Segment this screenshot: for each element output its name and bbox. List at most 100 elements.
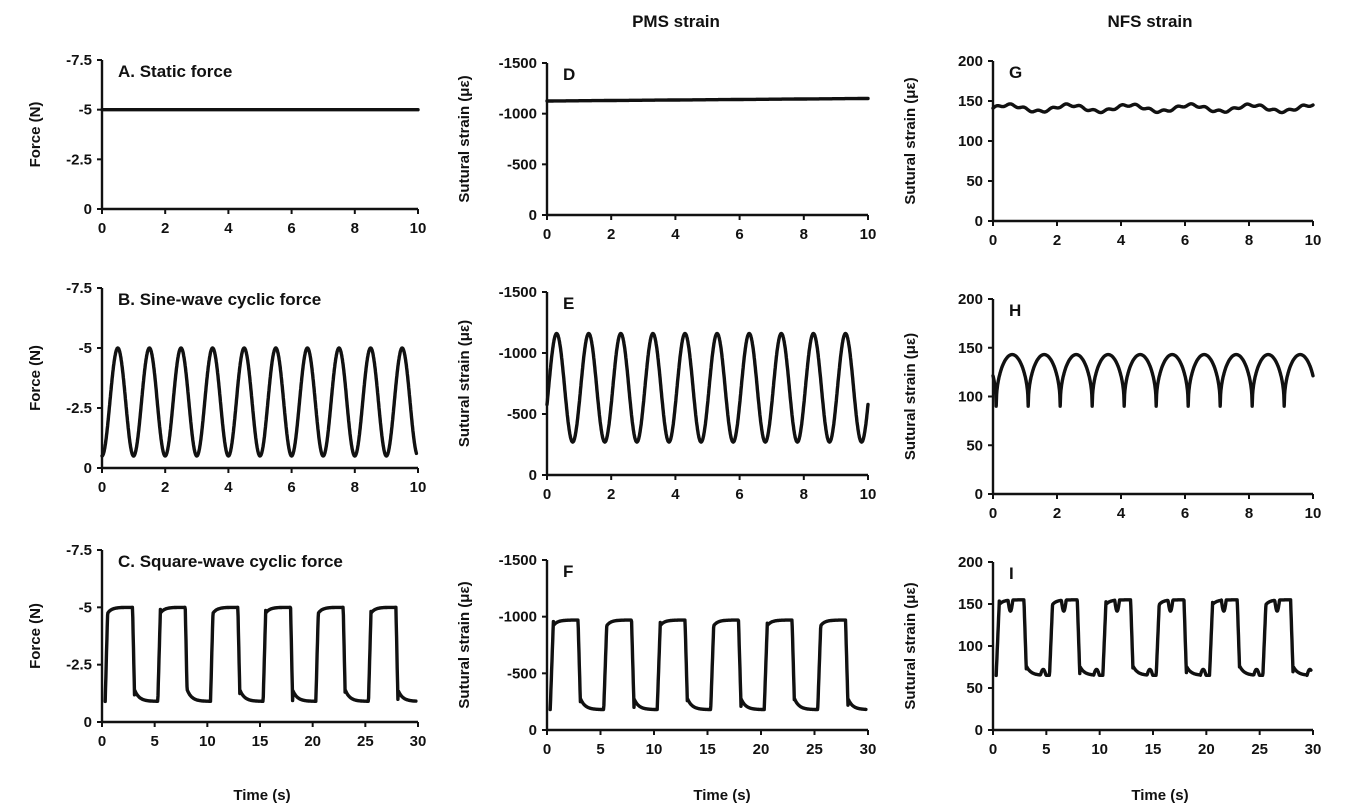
y-tick-label-B-0: 0 bbox=[84, 460, 92, 477]
y-tick-label-E-3: -1500 bbox=[499, 284, 537, 301]
x-tick-label-H-1: 2 bbox=[1053, 505, 1061, 522]
y-tick-label-B-3: -7.5 bbox=[66, 280, 92, 297]
panel-C: 0 5 10 15 20 25 30 0 -2.5 -5 -7.5 Force (N) C. Squar… bbox=[27, 542, 426, 750]
xlabel-col1: Time (s) bbox=[233, 787, 290, 804]
x-tick-label-G-3: 6 bbox=[1181, 232, 1189, 249]
x-tick-label-I-0: 0 bbox=[989, 741, 997, 758]
panel-title-A: A. Static force bbox=[118, 62, 232, 81]
x-tick-label-H-3: 6 bbox=[1181, 505, 1189, 522]
x-tick-label-C-6: 30 bbox=[410, 733, 427, 750]
y-tick-label-F-2: -1000 bbox=[499, 609, 537, 626]
panel-title-B: B. Sine-wave cyclic force bbox=[118, 290, 321, 309]
x-tick-label-B-3: 6 bbox=[287, 479, 295, 496]
x-tick-label-F-1: 5 bbox=[596, 741, 604, 758]
y-tick-label-I-3: 150 bbox=[958, 596, 983, 613]
panel-B: 0 2 4 6 8 10 0 -2.5 -5 -7.5 Force (N) B. Sine-wave … bbox=[27, 280, 426, 496]
x-tick-label-D-3: 6 bbox=[735, 226, 743, 243]
column-title-nfs: NFS strain bbox=[1107, 12, 1192, 31]
panel-title-C: C. Square-wave cyclic force bbox=[118, 552, 343, 571]
y-tick-label-H-1: 50 bbox=[966, 437, 983, 454]
y-tick-label-B-2: -5 bbox=[79, 340, 92, 357]
y-tick-label-G-1: 50 bbox=[966, 173, 983, 190]
x-tick-label-H-2: 4 bbox=[1117, 505, 1126, 522]
panel-title-I: I bbox=[1009, 564, 1014, 583]
y-tick-label-A-2: -5 bbox=[79, 102, 92, 119]
y-tick-label-G-2: 100 bbox=[958, 133, 983, 150]
y-tick-label-C-1: -2.5 bbox=[66, 657, 92, 674]
x-tick-label-G-0: 0 bbox=[989, 232, 997, 249]
y-axis-label-F: Sutural strain (με) bbox=[456, 581, 473, 708]
x-tick-label-H-0: 0 bbox=[989, 505, 997, 522]
x-tick-label-C-3: 15 bbox=[252, 733, 269, 750]
y-axis-label-E: Sutural strain (με) bbox=[456, 320, 473, 447]
y-tick-label-D-1: -500 bbox=[507, 156, 537, 173]
x-tick-label-B-0: 0 bbox=[98, 479, 106, 496]
panel-D: 0 2 4 6 8 10 0 -500 -1000 -1500 Sutural strain (με… bbox=[456, 55, 876, 243]
x-tick-label-D-0: 0 bbox=[543, 226, 551, 243]
y-tick-label-H-4: 200 bbox=[958, 291, 983, 308]
series-line-H-0 bbox=[991, 352, 1315, 408]
panel-title-E: E bbox=[563, 294, 574, 313]
series-line-I-0 bbox=[994, 598, 1313, 678]
x-tick-label-F-5: 25 bbox=[806, 741, 823, 758]
x-tick-label-I-5: 25 bbox=[1251, 741, 1268, 758]
x-tick-label-E-4: 8 bbox=[800, 486, 808, 503]
x-tick-label-I-4: 20 bbox=[1198, 741, 1215, 758]
x-tick-label-I-2: 10 bbox=[1091, 741, 1108, 758]
y-tick-label-C-0: 0 bbox=[84, 714, 92, 731]
y-tick-label-F-3: -1500 bbox=[499, 552, 537, 569]
y-tick-label-G-4: 200 bbox=[958, 53, 983, 70]
y-tick-label-C-2: -5 bbox=[79, 599, 92, 616]
x-tick-label-C-4: 20 bbox=[304, 733, 321, 750]
y-tick-label-D-0: 0 bbox=[529, 207, 537, 224]
y-tick-label-A-0: 0 bbox=[84, 201, 92, 218]
x-tick-label-D-4: 8 bbox=[800, 226, 808, 243]
series-line-G-0 bbox=[991, 102, 1315, 115]
x-tick-label-F-0: 0 bbox=[543, 741, 551, 758]
y-axis-label-D: Sutural strain (με) bbox=[456, 75, 473, 202]
x-tick-label-G-1: 2 bbox=[1053, 232, 1061, 249]
x-tick-label-D-1: 2 bbox=[607, 226, 615, 243]
x-tick-label-B-4: 8 bbox=[351, 479, 359, 496]
x-tick-label-C-1: 5 bbox=[150, 733, 158, 750]
y-axis-label-G: Sutural strain (με) bbox=[902, 77, 919, 204]
x-tick-label-A-3: 6 bbox=[287, 220, 295, 237]
y-tick-label-E-1: -500 bbox=[507, 406, 537, 423]
panel-title-G: G bbox=[1009, 63, 1022, 82]
y-tick-label-A-1: -2.5 bbox=[66, 151, 92, 168]
column-title-pms: PMS strain bbox=[632, 12, 720, 31]
y-tick-label-E-2: -1000 bbox=[499, 345, 537, 362]
x-tick-label-A-1: 2 bbox=[161, 220, 169, 237]
panel-I: 0 5 10 15 20 25 30 0 50 100 150 200 Sutural strain (… bbox=[902, 554, 1321, 758]
series-line-C-0 bbox=[103, 605, 418, 704]
x-tick-label-B-2: 4 bbox=[224, 479, 233, 496]
x-tick-label-F-2: 10 bbox=[646, 741, 663, 758]
y-tick-label-I-1: 50 bbox=[966, 680, 983, 697]
y-axis-label-B: Force (N) bbox=[27, 345, 44, 411]
y-axis-label-C: Force (N) bbox=[27, 603, 44, 669]
x-tick-label-E-0: 0 bbox=[543, 486, 551, 503]
x-tick-label-G-2: 4 bbox=[1117, 232, 1126, 249]
x-tick-label-F-4: 20 bbox=[753, 741, 770, 758]
y-tick-label-G-3: 150 bbox=[958, 93, 983, 110]
x-tick-label-A-0: 0 bbox=[98, 220, 106, 237]
y-axis-label-A: Force (N) bbox=[27, 102, 44, 168]
y-axis-label-H: Sutural strain (με) bbox=[902, 333, 919, 460]
series-line-E-0 bbox=[545, 331, 870, 444]
panel-A: 0 2 4 6 8 10 0 -2.5 -5 -7.5 Force (N) A. Static for… bbox=[27, 52, 426, 237]
series-line-B-0 bbox=[100, 346, 419, 458]
panel-title-H: H bbox=[1009, 301, 1021, 320]
x-tick-label-F-3: 15 bbox=[699, 741, 716, 758]
y-tick-label-F-1: -500 bbox=[507, 665, 537, 682]
y-tick-label-H-3: 150 bbox=[958, 340, 983, 357]
x-tick-label-E-5: 10 bbox=[860, 486, 877, 503]
y-tick-label-D-3: -1500 bbox=[499, 55, 537, 72]
x-tick-label-A-4: 8 bbox=[351, 220, 359, 237]
x-tick-label-G-5: 10 bbox=[1305, 232, 1322, 249]
x-tick-label-F-6: 30 bbox=[860, 741, 877, 758]
x-tick-label-D-2: 4 bbox=[671, 226, 680, 243]
